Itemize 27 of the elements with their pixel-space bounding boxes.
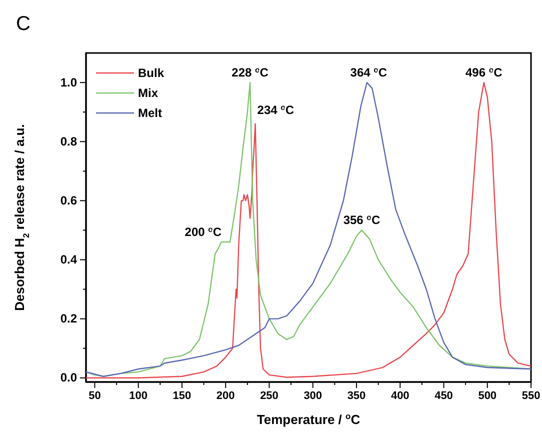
legend-label: Mix: [138, 86, 158, 100]
y-tick-label: 0.0: [60, 370, 78, 385]
x-tick-label: 200: [216, 390, 235, 402]
y-tick-label: 1.0: [60, 75, 78, 90]
x-tick-label: 250: [260, 390, 278, 402]
y-tick-label: 0.8: [60, 134, 78, 148]
y-tick-label: 0.2: [60, 312, 78, 326]
x-tick-label: 500: [478, 390, 497, 402]
legend-label: Melt: [138, 106, 162, 120]
x-tick-label: 550: [522, 390, 540, 402]
annotation: 200 $^{o}$C: [184, 224, 222, 240]
legend-label: Bulk: [138, 66, 164, 80]
annotation: 234 $^{o}$C: [257, 102, 294, 117]
x-axis-title: Temperature / $^{o}$C: [256, 411, 361, 427]
x-tick-label: 450: [434, 390, 453, 402]
y-tick-label: 0.4: [60, 252, 78, 267]
annotation: 496 $^{o}$C: [465, 65, 503, 80]
annotation: 356 $^{o}$C: [343, 212, 380, 228]
chart-title: C: [16, 13, 30, 35]
annotation: 364 $^{o}$C: [350, 65, 388, 80]
x-tick-label: 100: [129, 390, 148, 402]
x-tick-label: 350: [347, 390, 366, 402]
y-tick-label: 0.6: [60, 194, 78, 208]
x-tick-label: 50: [88, 390, 101, 402]
x-tick-label: 300: [304, 390, 322, 402]
x-tick-label: 150: [172, 390, 192, 402]
x-tick-label: 400: [390, 390, 410, 402]
